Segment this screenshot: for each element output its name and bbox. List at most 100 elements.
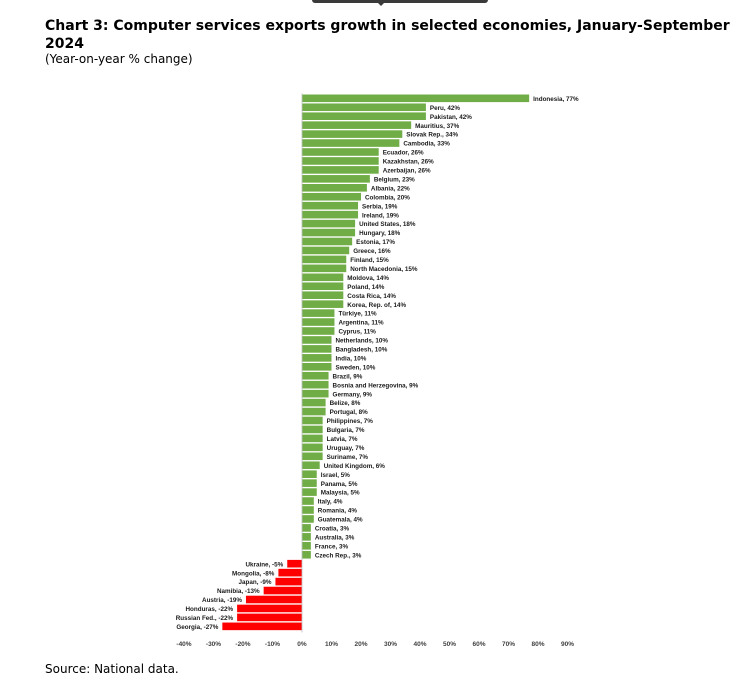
data-label: Mauritius, 37% — [415, 123, 459, 130]
bar — [302, 175, 370, 183]
data-label: Greece, 16% — [353, 248, 391, 255]
data-label: Namibia, -13% — [217, 588, 260, 595]
data-label: Hungary, 18% — [359, 230, 401, 237]
data-label: Costa Rica, 14% — [347, 293, 396, 300]
data-label: Colombia, 20% — [365, 194, 410, 201]
bar — [302, 550, 311, 559]
data-label: Azerbaijan, 26% — [383, 168, 431, 175]
data-label: Philippines, 7% — [327, 418, 374, 425]
bar — [302, 318, 335, 326]
x-tick-label: -30% — [206, 641, 221, 648]
x-tick-label: -40% — [176, 641, 191, 648]
bar — [302, 363, 332, 371]
data-label: Germany, 9% — [333, 391, 373, 398]
data-label: Russian Fed., -22% — [176, 615, 234, 622]
bar — [275, 577, 302, 586]
bar — [302, 354, 332, 362]
data-label: Bangladesh, 10% — [336, 347, 388, 354]
chart-subtitle: (Year-on-year % change) — [45, 52, 193, 66]
bar — [302, 103, 426, 112]
bar — [302, 94, 530, 103]
bar — [237, 613, 302, 622]
data-label: Guatemala, 4% — [318, 517, 363, 524]
data-label: Cyprus, 11% — [338, 329, 376, 336]
bar — [245, 595, 302, 604]
bar — [302, 139, 400, 147]
data-label: Panama, 5% — [321, 481, 358, 488]
data-label: Poland, 14% — [347, 284, 384, 291]
bar — [237, 604, 302, 613]
data-label: Ecuador, 26% — [383, 150, 424, 157]
bar — [278, 568, 302, 577]
x-tick-label: 50% — [443, 641, 456, 648]
data-label: United States, 18% — [359, 221, 416, 228]
data-label: Georgia, -27% — [176, 624, 218, 631]
bar — [302, 515, 314, 523]
data-label: Serbia, 19% — [362, 203, 398, 210]
data-label: Latvia, 7% — [327, 436, 358, 443]
bar — [302, 255, 347, 264]
chart-title: Chart 3: Computer services exports growt… — [45, 18, 730, 52]
data-label: Belize, 8% — [330, 400, 361, 407]
x-tick-label: 70% — [502, 641, 515, 648]
data-label: Pakistan, 42% — [430, 114, 472, 121]
bar — [302, 157, 379, 165]
data-label: Czech Rep., 3% — [315, 552, 362, 559]
bar — [302, 497, 314, 505]
x-tick-label: 10% — [325, 641, 338, 648]
bar — [302, 345, 332, 353]
data-label: Albania, 22% — [371, 185, 410, 192]
data-label: Indonesia, 77% — [533, 96, 579, 103]
bar — [302, 228, 356, 237]
data-label: Mongolia, -8% — [232, 570, 275, 577]
bar — [302, 201, 359, 210]
chart-source: Source: National data. — [45, 662, 179, 676]
bar — [302, 112, 426, 120]
data-label: Japan, -9% — [239, 579, 272, 586]
bar — [302, 264, 347, 273]
bar — [263, 586, 302, 595]
data-label: Uruguay, 7% — [327, 445, 365, 452]
top-tab-arrow-icon — [375, 0, 387, 6]
bar — [302, 488, 317, 496]
data-label: Korea, Rep. of, 14% — [347, 302, 406, 309]
bar — [302, 300, 344, 308]
data-label: Romania, 4% — [318, 508, 358, 515]
data-label: Cambodia, 33% — [403, 141, 450, 148]
data-label: United Kingdom, 6% — [324, 463, 386, 470]
bar — [302, 470, 317, 478]
bar — [302, 282, 344, 291]
bar — [302, 166, 379, 174]
data-label: Argentina, 11% — [338, 320, 384, 327]
x-tick-label: 20% — [354, 641, 367, 648]
x-tick-label: 30% — [384, 641, 397, 648]
bar — [302, 434, 323, 443]
data-label: Brazil, 9% — [333, 373, 363, 380]
bar — [302, 121, 412, 129]
bar — [302, 452, 323, 461]
bar — [302, 192, 361, 201]
data-label: Belgium, 23% — [374, 176, 415, 183]
top-tab-handle[interactable] — [312, 0, 488, 3]
bar — [302, 443, 323, 452]
data-label: Slovak Rep., 34% — [406, 132, 458, 139]
bar — [302, 184, 367, 192]
bar — [302, 309, 335, 317]
bar — [302, 524, 311, 532]
bar — [302, 542, 311, 550]
bar — [302, 336, 332, 344]
data-label: Ukraine, -5% — [245, 561, 283, 568]
bar — [302, 371, 329, 380]
bar — [222, 622, 302, 631]
data-label: Malaysia, 5% — [321, 490, 360, 497]
bar — [302, 533, 311, 541]
data-label: Bulgaria, 7% — [327, 427, 365, 434]
bar — [302, 389, 329, 398]
bar — [302, 461, 320, 470]
data-label: Portugal, 8% — [330, 409, 369, 416]
x-tick-label: 40% — [413, 641, 426, 648]
data-label: Austria, -19% — [202, 597, 242, 604]
bar — [302, 219, 356, 228]
bar — [302, 425, 323, 434]
